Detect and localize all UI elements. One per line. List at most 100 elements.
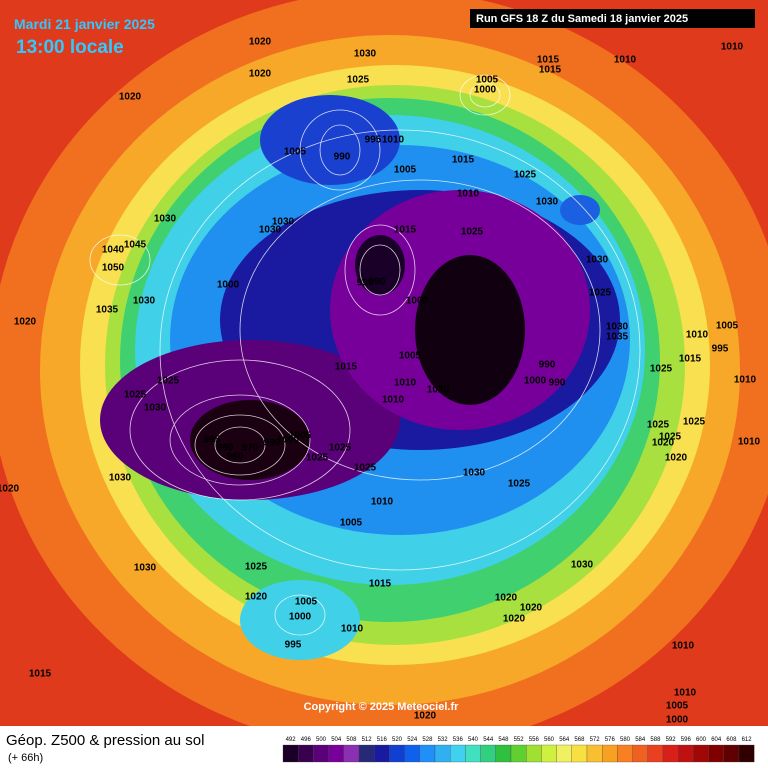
run-info: Run GFS 18 Z du Samedi 18 janvier 2025 <box>476 13 688 25</box>
isobar-label: 1010 <box>394 378 417 389</box>
isobar-label: 995 <box>204 435 221 446</box>
scale-label: 544 <box>483 737 494 743</box>
isobar-label: 1020 <box>119 92 142 103</box>
scale-label: 504 <box>331 737 342 743</box>
isobar-label: 1025 <box>124 390 147 401</box>
isobar-label: 1030 <box>154 214 177 225</box>
isobar-label: 1025 <box>245 562 268 573</box>
isobar-label: 1020 <box>495 593 518 604</box>
isobar-label: 960 <box>227 452 244 463</box>
scale-label: 604 <box>711 737 722 743</box>
isobar-label: 970 <box>242 443 259 454</box>
isobar-label: 1020 <box>520 603 543 614</box>
isobar-label: 1000 <box>524 376 547 387</box>
isobar-label: 1030 <box>133 296 156 307</box>
scale-label: 548 <box>498 737 509 743</box>
isobar-label: 1020 <box>652 438 675 449</box>
isobar-label: 995 <box>365 135 382 146</box>
isobar-label: 995 <box>357 278 374 289</box>
scale-label: 572 <box>590 737 601 743</box>
isobar-label: 1015 <box>394 225 417 236</box>
scale-label: 496 <box>301 737 312 743</box>
scale-label: 560 <box>544 737 555 743</box>
scale-label: 612 <box>742 737 753 743</box>
scale-label: 500 <box>316 737 327 743</box>
isobar-label: 1020 <box>245 592 268 603</box>
isobar-label: 1015 <box>335 362 358 373</box>
isobar-label: 1005 <box>394 165 417 176</box>
scale-swatch <box>647 744 664 763</box>
isobar-label: 1030 <box>272 217 295 228</box>
scale-label: 580 <box>620 737 631 743</box>
height-field <box>0 0 768 726</box>
isobar-label: 1040 <box>102 245 125 256</box>
scale-label: 520 <box>392 737 403 743</box>
run-banner <box>470 9 755 28</box>
isobar-label: 990 <box>264 438 281 449</box>
scale-swatch <box>450 744 466 763</box>
isobar-label: 1025 <box>461 227 484 238</box>
scale-swatch <box>738 744 755 763</box>
isobar-label: 1000 <box>406 296 429 307</box>
isobar-label: 1030 <box>354 49 377 60</box>
isobar-label: 1010 <box>721 42 744 53</box>
isobar-label: 1005 <box>399 351 422 362</box>
isobar-label: 1030 <box>134 563 157 574</box>
copyright: Copyright © 2025 Meteociel.fr <box>304 701 460 713</box>
scale-swatch <box>419 744 436 763</box>
scale-swatch <box>632 744 648 763</box>
scale-swatch <box>465 744 481 763</box>
isobar-label: 1000 <box>289 612 312 623</box>
isobar-label: 1000 <box>474 85 497 96</box>
isobar-label: 990 <box>334 152 351 163</box>
scale-swatch <box>617 744 633 763</box>
scale-label: 512 <box>362 737 373 743</box>
valid-time: 13:00 locale <box>16 37 124 58</box>
isobar-label: 1025 <box>589 288 612 299</box>
scale-swatch <box>723 744 740 763</box>
isobar-label: 1010 <box>686 330 709 341</box>
scale-swatch <box>328 744 344 763</box>
isobar-label: 1035 <box>96 305 119 316</box>
isobar-label: 1020 <box>249 37 272 48</box>
scale-label: 524 <box>407 737 418 743</box>
scale-swatch <box>495 744 512 763</box>
isobar-label: 1025 <box>157 376 180 387</box>
scale-swatch <box>708 744 724 763</box>
scale-swatch <box>571 744 588 763</box>
isobar-label: 1025 <box>329 443 352 454</box>
isobar-label: 1010 <box>382 135 405 146</box>
isobar-label: 1025 <box>508 479 531 490</box>
isobar-label: 1030 <box>144 403 167 414</box>
isobar-label: 1020 <box>427 385 450 396</box>
isobar-label: 1015 <box>679 354 702 365</box>
color-scale: 492 496 500 504 508 512 516 520 524 528 532 536 540 5… <box>282 737 755 763</box>
isobar-label: 1030 <box>463 468 486 479</box>
scale-swatch <box>313 744 329 763</box>
scale-swatch <box>434 744 451 763</box>
isobar-label: 1000 <box>666 715 689 726</box>
isobar-label: 1025 <box>354 463 377 474</box>
isobar-label: 995 <box>285 640 302 651</box>
scale-label: 568 <box>574 737 585 743</box>
isobar-label: 980 <box>217 443 234 454</box>
isobar-label: 1005 <box>716 321 739 332</box>
isobar-label: 1020 <box>14 317 37 328</box>
scale-label: 508 <box>346 737 357 743</box>
isobar-label: 1025 <box>659 432 682 443</box>
isobar-label: 1000 <box>277 435 300 446</box>
isobar-label: 1010 <box>672 641 695 652</box>
isobar-label: 1025 <box>347 75 370 86</box>
isobar-label: 1005 <box>476 75 499 86</box>
scale-swatch <box>298 744 314 763</box>
isobar-label: 1030 <box>536 197 559 208</box>
isobar-label: 990 <box>549 378 566 389</box>
scale-label: 588 <box>650 737 661 743</box>
isobar-label: 1025 <box>683 417 706 428</box>
isobar-label: 1005 <box>666 701 689 712</box>
isobar-label: 1010 <box>457 189 480 200</box>
isobar-label: 1020 <box>665 453 688 464</box>
scale-label: 564 <box>559 737 570 743</box>
isobar-label: 1015 <box>369 579 392 590</box>
scale-label: 516 <box>377 737 388 743</box>
